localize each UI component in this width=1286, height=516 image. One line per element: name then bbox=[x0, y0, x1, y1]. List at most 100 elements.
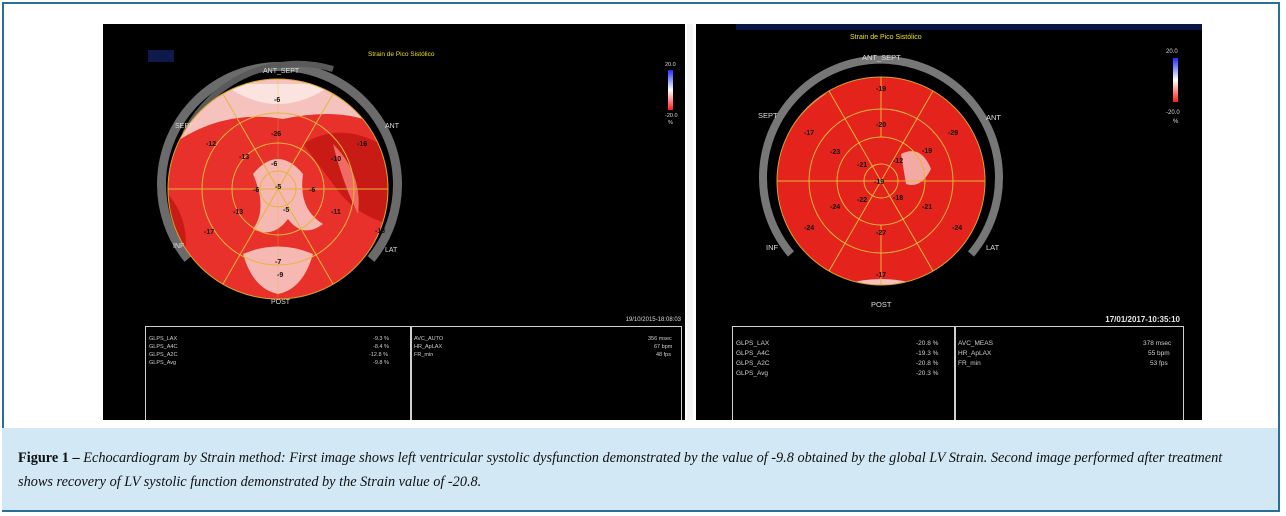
value-mid-2: -19 bbox=[922, 148, 932, 155]
scale-max: 20.0 bbox=[665, 62, 676, 68]
value-basal-1: -6 bbox=[274, 97, 280, 104]
timing-table bbox=[410, 326, 682, 420]
avc-label: AVC_MEAS bbox=[958, 340, 993, 347]
label-inf: INF bbox=[766, 243, 779, 252]
value-basal-3: -24 bbox=[952, 225, 962, 232]
hr-label: HR_ApLAX bbox=[958, 350, 992, 357]
label-sept: SEPT bbox=[175, 123, 194, 130]
glps-table bbox=[145, 326, 412, 420]
label-post: POST bbox=[271, 299, 291, 306]
timestamp: 17/01/2017-10:35:10 bbox=[1105, 315, 1180, 324]
color-scale-bar bbox=[1173, 58, 1178, 102]
label-sept: SEPT bbox=[758, 111, 778, 120]
scale-min: -20.0 bbox=[665, 113, 678, 119]
avc-value: 356 msec bbox=[648, 336, 672, 342]
value-apical-4: -22 bbox=[857, 197, 867, 204]
label-ant-sept: ANT_SEPT bbox=[862, 53, 901, 62]
timing-table bbox=[954, 326, 1184, 420]
panel-title: Strain de Pico Sistólico bbox=[850, 34, 922, 41]
panel-title: Strain de Pico Sistólico bbox=[368, 51, 435, 58]
value-mid-4: -27 bbox=[876, 230, 886, 237]
label-inf: INF bbox=[173, 243, 184, 250]
fr-value: 53 fps bbox=[1150, 360, 1168, 367]
value-basal-6: -12 bbox=[206, 141, 216, 148]
scale-max: 20.0 bbox=[1166, 49, 1178, 55]
label-ant: ANT bbox=[986, 113, 1001, 122]
value-basal-5: -24 bbox=[804, 225, 814, 232]
value-apical-2: -6 bbox=[309, 187, 315, 194]
label-ant: ANT bbox=[385, 123, 400, 130]
top-bar bbox=[736, 24, 1202, 30]
value-basal-4: -9 bbox=[277, 272, 283, 279]
glps-a2c-label: GLPS_A2C bbox=[736, 360, 770, 367]
glps-a2c-value: -12.8 % bbox=[369, 352, 388, 358]
label-lat: LAT bbox=[385, 247, 398, 254]
glps-a4c-value: -19.3 % bbox=[916, 350, 939, 357]
corner-marker bbox=[148, 50, 174, 62]
scale-unit: % bbox=[1173, 119, 1179, 125]
hr-label: HR_ApLAX bbox=[414, 344, 443, 350]
scale-unit: % bbox=[668, 120, 673, 126]
caption-text: Echocardiogram by Strain method: First i… bbox=[18, 450, 1223, 490]
value-mid-1: -26 bbox=[271, 131, 281, 138]
label-lat: LAT bbox=[986, 243, 1000, 252]
glps-a4c-value: -8.4 % bbox=[373, 344, 389, 350]
glps-avg-label: GLPS_Avg bbox=[736, 370, 769, 377]
label-post: POST bbox=[871, 300, 892, 309]
glps-a2c-value: -20.8 % bbox=[916, 360, 939, 367]
value-mid-6: -13 bbox=[239, 154, 249, 161]
avc-value: 378 msec bbox=[1143, 340, 1172, 347]
fr-value: 48 fps bbox=[656, 352, 671, 358]
hr-value: 67 bpm bbox=[654, 344, 673, 350]
value-mid-6: -23 bbox=[830, 149, 840, 156]
figure-caption: Figure 1 – Echocardiogram by Strain meth… bbox=[2, 428, 1278, 510]
value-apical-2: -12 bbox=[893, 158, 903, 165]
glps-a2c-label: GLPS_A2C bbox=[149, 352, 178, 358]
value-basal-2: -29 bbox=[948, 130, 958, 137]
value-apical-1: -21 bbox=[857, 162, 867, 169]
scale-min: -20.0 bbox=[1166, 110, 1180, 116]
value-mid-2: -10 bbox=[331, 156, 341, 163]
glps-table bbox=[732, 326, 956, 420]
glps-avg-label: GLPS_Avg bbox=[149, 360, 177, 366]
value-basal-6: -17 bbox=[804, 130, 814, 137]
fr-label: FR_min bbox=[414, 352, 434, 358]
glps-avg-value: -20.3 % bbox=[916, 370, 939, 377]
value-mid-3: -11 bbox=[331, 209, 341, 216]
value-apical-1: -6 bbox=[271, 161, 277, 168]
glps-lax-value: -9.3 % bbox=[373, 336, 389, 342]
glps-lax-label: GLPS_LAX bbox=[736, 340, 770, 347]
timestamp: 19/10/2015-18:08:03 bbox=[626, 317, 682, 323]
value-basal-3: -13 bbox=[375, 228, 385, 235]
color-scale-bar bbox=[668, 70, 673, 110]
value-apical-3: -18 bbox=[893, 195, 903, 202]
value-mid-3: -21 bbox=[922, 204, 932, 211]
value-mid-5: -24 bbox=[830, 204, 840, 211]
value-mid-1: -20 bbox=[876, 122, 886, 129]
label-ant-sept: ANT_SEPT bbox=[263, 68, 300, 75]
bullseye-plot-before: ANT_SEPT SEPT ANT INF LAT POST -6 -16 -1… bbox=[148, 50, 682, 323]
glps-a4c-label: GLPS_A4C bbox=[736, 350, 770, 357]
panel-divider bbox=[687, 24, 693, 420]
glps-avg-value: -9.8 % bbox=[373, 360, 389, 366]
hr-value: 55 bpm bbox=[1148, 350, 1170, 357]
glps-lax-label: GLPS_LAX bbox=[149, 336, 178, 342]
value-basal-2: -16 bbox=[357, 141, 367, 148]
value-mid-5: -13 bbox=[233, 209, 243, 216]
fr-label: FR_min bbox=[958, 360, 981, 367]
glps-lax-value: -20.8 % bbox=[916, 340, 939, 347]
value-apical-4: -6 bbox=[253, 187, 259, 194]
value-apical-3: -5 bbox=[283, 207, 289, 214]
value-mid-4: -7 bbox=[275, 259, 281, 266]
glps-a4c-label: GLPS_A4C bbox=[149, 344, 178, 350]
avc-label: AVC_AUTO bbox=[414, 336, 444, 342]
strain-bullseye-panel-after: ANT_SEPT SEPT ANT INF LAT POST -19 -29 -… bbox=[696, 24, 1202, 420]
strain-bullseye-panel-before: ANT_SEPT SEPT ANT INF LAT POST -6 -16 -1… bbox=[103, 24, 685, 420]
bullseye-plot-after: ANT_SEPT SEPT ANT INF LAT POST -19 -29 -… bbox=[736, 24, 1202, 324]
value-basal-4: -17 bbox=[876, 272, 886, 279]
value-apex: -19 bbox=[874, 179, 884, 186]
value-apex: -5 bbox=[275, 184, 281, 191]
value-basal-1: -19 bbox=[876, 86, 886, 93]
value-basal-5: -17 bbox=[204, 229, 214, 236]
outer-ring-arc bbox=[759, 55, 1003, 257]
